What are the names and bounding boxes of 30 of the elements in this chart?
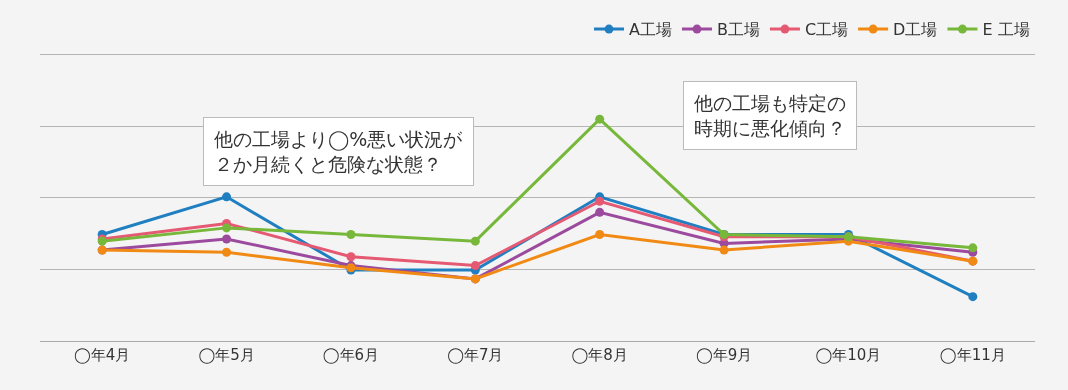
- x-tick-label: ◯年4月: [74, 346, 131, 364]
- annotation: 他の工場より◯%悪い状況が２か月続くと危険な状態？: [214, 128, 464, 175]
- point: [222, 192, 232, 202]
- point: [719, 245, 729, 255]
- x-tick-label: ◯年11月: [939, 346, 1006, 364]
- legend-label: A工場: [629, 20, 672, 40]
- x-tick-label: ◯年9月: [695, 346, 753, 364]
- point: [346, 230, 356, 240]
- point: [470, 261, 480, 271]
- x-tick-label: ◯年10月: [815, 346, 882, 364]
- x-tick-label: ◯年5月: [198, 346, 255, 364]
- point: [470, 236, 480, 246]
- x-tick-label: ◯年6月: [322, 346, 380, 364]
- point: [222, 234, 232, 244]
- x-tick-label: ◯年7月: [447, 346, 504, 364]
- legend-label: E 工場: [982, 20, 1030, 40]
- annotation: 他の工場も特定の時期に悪化傾向？: [694, 92, 846, 139]
- legend-label: D工場: [893, 20, 938, 40]
- point: [968, 292, 978, 302]
- point: [222, 223, 232, 233]
- legend-label: C工場: [804, 20, 849, 40]
- point: [595, 230, 605, 240]
- x-tick-label: ◯年8月: [571, 346, 628, 364]
- point: [595, 114, 605, 124]
- point: [968, 243, 978, 253]
- point: [595, 207, 605, 217]
- point: [595, 196, 605, 206]
- point: [222, 247, 232, 257]
- point: [346, 252, 356, 262]
- legend-label: B工場: [716, 20, 760, 40]
